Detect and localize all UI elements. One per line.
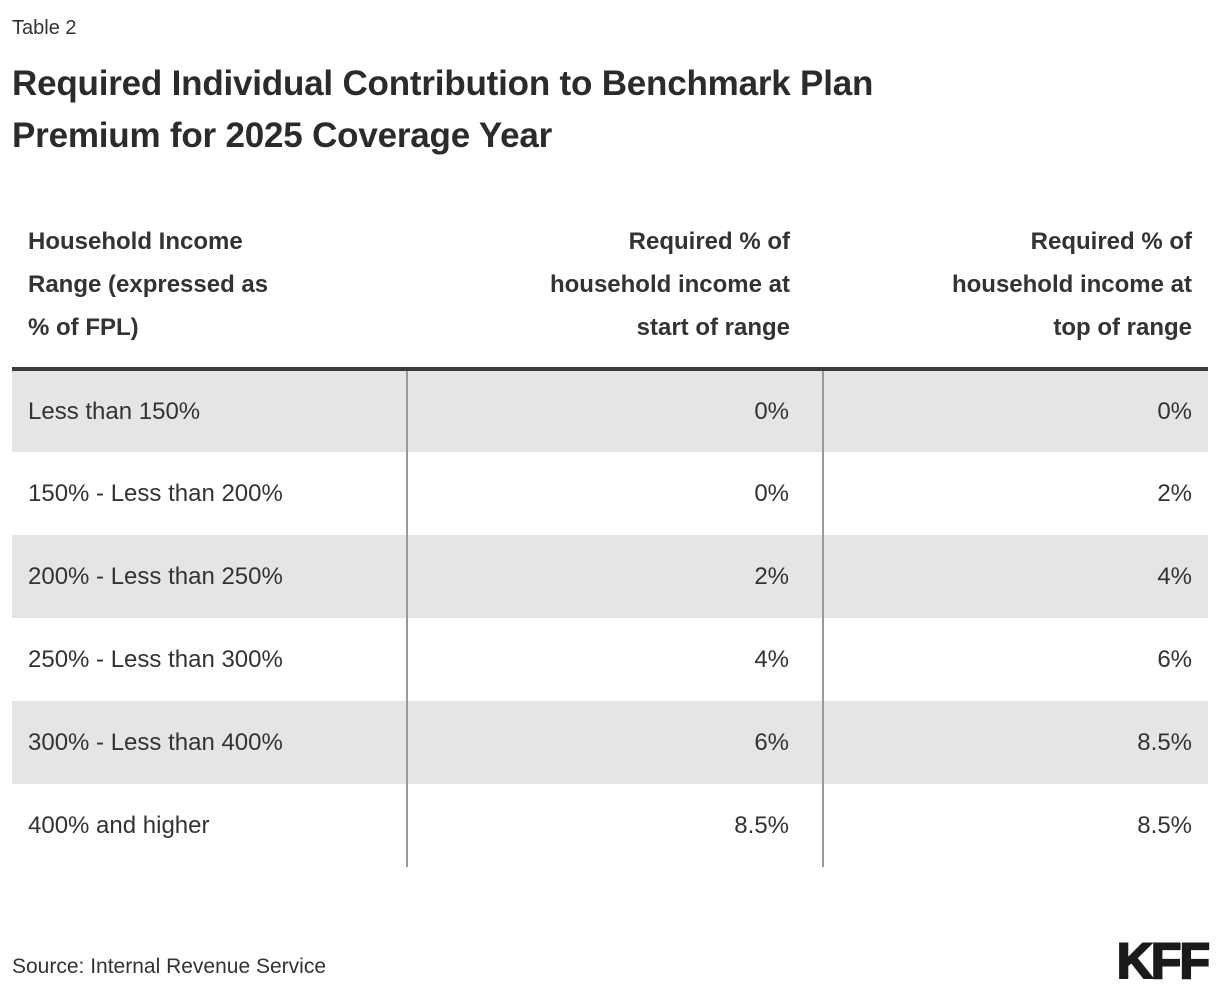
table-row: 300% - Less than 400% 6% 8.5% [12, 701, 1208, 784]
cell-income-range: 200% - Less than 250% [28, 562, 283, 590]
cell-income-range: 400% and higher [28, 811, 210, 839]
table-row: 150% - Less than 200% 0% 2% [12, 452, 1208, 535]
column-header-start-of-range: Required % of household income at start … [407, 208, 823, 371]
cell-start-of-range: 8.5% [406, 784, 823, 867]
cell-top-of-range: 4% [822, 535, 1208, 618]
cell-start-of-range: 0% [406, 369, 823, 452]
table-row: 200% - Less than 250% 2% 4% [12, 535, 1208, 618]
footer: Source: Internal Revenue Service KFF [12, 933, 1211, 989]
cell-start-of-range: 6% [406, 701, 823, 784]
cell-top-of-range: 0% [822, 369, 1208, 452]
column-header-top-of-range: Required % of household income at top of… [823, 208, 1208, 371]
table-row: Less than 150% 0% 0% [12, 369, 1208, 452]
table-body: Less than 150% 0% 0% 150% - Less than 200% 0… [12, 369, 1208, 867]
cell-income-range: 300% - Less than 400% [28, 728, 283, 756]
cell-income-range: Less than 150% [28, 397, 201, 425]
table-row: 250% - Less than 300% 4% 6% [12, 618, 1208, 701]
column-header-income-range: Household Income Range (expressed as % o… [12, 208, 407, 371]
cell-income-range: 150% - Less than 200% [28, 479, 283, 507]
cell-start-of-range: 0% [406, 452, 823, 535]
cell-income-range: 250% - Less than 300% [28, 645, 283, 673]
cell-top-of-range: 6% [822, 618, 1208, 701]
cell-top-of-range: 8.5% [822, 701, 1208, 784]
header-row: Household Income Range (expressed as % o… [12, 208, 1208, 371]
source-note: Source: Internal Revenue Service [12, 955, 327, 978]
cell-start-of-range: 4% [406, 618, 823, 701]
contribution-table: Household Income Range (expressed as % o… [12, 208, 1208, 867]
table-number-label: Table 2 [12, 17, 77, 39]
table-row: 400% and higher 8.5% 8.5% [12, 784, 1208, 867]
cell-top-of-range: 8.5% [822, 784, 1208, 867]
cell-top-of-range: 2% [822, 452, 1208, 535]
page-title: Required Individual Contribution to Benc… [12, 64, 874, 155]
cell-start-of-range: 2% [406, 535, 823, 618]
kff-logo: KFF [1116, 933, 1211, 989]
